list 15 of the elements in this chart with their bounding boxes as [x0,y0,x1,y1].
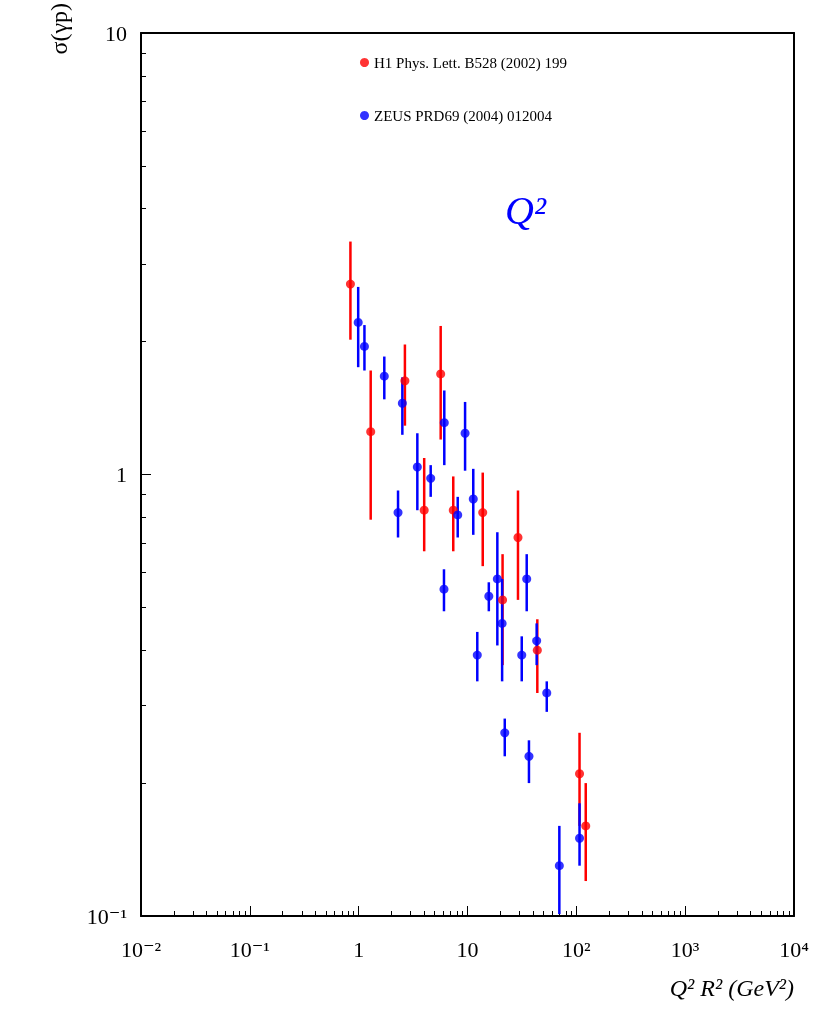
y-tick-label: 1 [116,462,127,487]
y-axis-title: σ(γp) [46,3,72,55]
x-axis-title: Q² R² (GeV²) [669,975,794,1001]
legend-label: H1 Phys. Lett. B528 (2002) 199 [374,54,567,72]
x-tick-label: 10² [562,936,592,962]
y-tick-label: 10⁻¹ [86,903,127,929]
x-tick-label: 10⁻¹ [229,936,270,962]
x-tick-label: 10⁴ [779,936,810,962]
legend-label: ZEUS PRD69 (2004) 012004 [374,107,553,125]
x-tick-label: 10⁻² [120,936,162,962]
x-tick-label: 10 [456,936,479,962]
y-tick-label: 10 [105,20,127,46]
annotation: Q² [505,187,547,233]
x-tick-label: 10³ [670,936,700,962]
x-tick-label: 1 [353,936,365,962]
